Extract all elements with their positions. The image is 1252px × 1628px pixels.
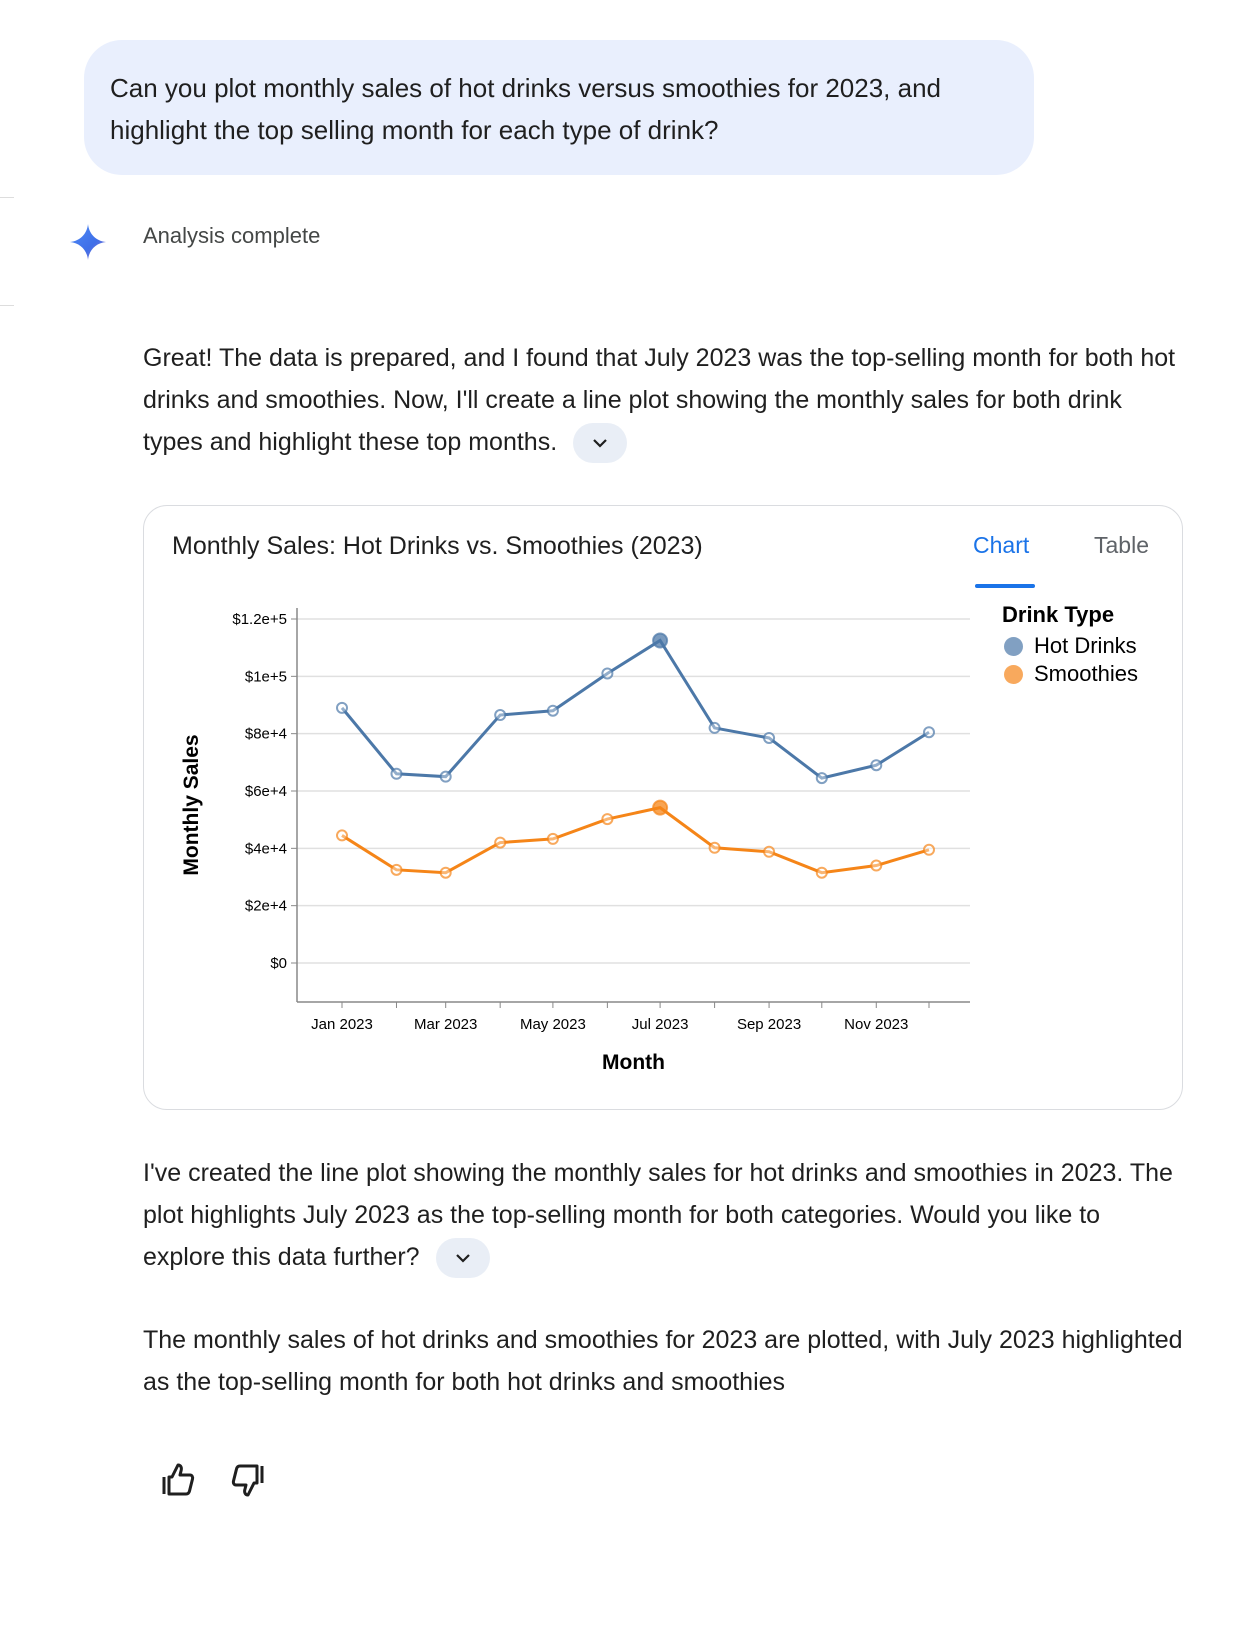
x-tick-label: Jul 2023 (632, 1016, 689, 1033)
x-tick-label: Nov 2023 (844, 1016, 908, 1033)
legend-label: Hot Drinks (1034, 633, 1137, 658)
data-point (546, 704, 559, 717)
thumbs-up-icon[interactable] (158, 1460, 198, 1500)
data-point (439, 866, 452, 879)
user-message: Can you plot monthly sales of hot drinks… (84, 40, 1034, 175)
data-point (763, 845, 776, 858)
legend-symbol (1004, 636, 1023, 656)
data-point (815, 772, 828, 785)
data-point (763, 731, 776, 744)
y-tick-label: $4e+4 (245, 840, 287, 857)
thumbs-down-icon[interactable] (228, 1460, 268, 1500)
data-point (601, 667, 614, 680)
series-line (340, 638, 930, 780)
gemini-sparkle-icon (70, 224, 106, 260)
x-tick-label: Sep 2023 (737, 1016, 801, 1033)
divider (0, 197, 14, 198)
divider (0, 305, 14, 306)
data-point (336, 829, 348, 842)
data-point (870, 859, 883, 872)
y-tick-label: $0 (270, 955, 287, 972)
expand-button[interactable] (435, 1238, 490, 1279)
data-point (923, 726, 935, 739)
y-tick-label: $2e+4 (245, 898, 287, 915)
data-point (494, 836, 507, 849)
chevron-down-icon (455, 1254, 470, 1263)
highlight-point (652, 799, 669, 816)
response-text: Great! The data is prepared, and I found… (143, 344, 1176, 456)
response-text: I've created the line plot showing the m… (143, 1159, 1173, 1271)
tab-table[interactable]: Table (1094, 532, 1149, 558)
chart-card: Monthly Sales: Hot Drinks vs. Smoothies … (143, 505, 1183, 1110)
x-tick-label: Mar 2023 (414, 1016, 477, 1033)
data-point (439, 770, 452, 783)
legend-label: Smoothies (1034, 661, 1138, 686)
chart-title: Monthly Sales: Hot Drinks vs. Smoothies … (172, 532, 703, 560)
expand-button[interactable] (573, 423, 628, 464)
data-point (815, 866, 828, 879)
data-point (546, 832, 559, 845)
x-axis-title: Month (602, 1051, 665, 1074)
y-axis-title: Monthly Sales (180, 734, 203, 875)
analysis-status: Analysis complete (143, 223, 321, 248)
line-chart: $0 $2e+4 $4e+4 $6e+4 $8e+4 $1e+5 $1.2e+5 Jan 20… (180, 608, 970, 1074)
data-point (923, 843, 935, 856)
x-tick-label: May 2023 (520, 1016, 586, 1033)
legend-item-hot-drinks: Hot Drinks (1002, 632, 1138, 660)
legend-symbol (1004, 664, 1023, 684)
legend-title: Drink Type (1002, 602, 1115, 627)
highlight-point (652, 632, 669, 649)
y-tick-label: $6e+4 (245, 783, 287, 800)
data-point (494, 709, 507, 722)
response-paragraph: Great! The data is prepared, and I found… (143, 337, 1183, 464)
data-point (390, 767, 403, 780)
legend-item-smoothies: Smoothies (1002, 660, 1138, 688)
active-tab-indicator (975, 584, 1035, 588)
tab-chart[interactable]: Chart (973, 532, 1030, 558)
chart-legend: Drink Type Hot Drinks Smoothies (1002, 602, 1138, 688)
data-point (336, 701, 348, 714)
y-tick-label: $8e+4 (245, 726, 287, 743)
series-line (341, 806, 930, 875)
data-point (708, 841, 721, 854)
x-tick-label: Jan 2023 (311, 1016, 373, 1033)
data-point (390, 863, 403, 876)
response-paragraph: I've created the line plot showing the m… (143, 1152, 1183, 1279)
data-point (708, 721, 721, 734)
y-tick-label: $1e+5 (245, 668, 287, 685)
y-tick-label: $1.2e+5 (232, 611, 287, 628)
data-point (870, 759, 883, 772)
chevron-down-icon (593, 439, 607, 448)
summary-paragraph: The monthly sales of hot drinks and smoo… (143, 1326, 1183, 1396)
data-point (601, 813, 614, 826)
